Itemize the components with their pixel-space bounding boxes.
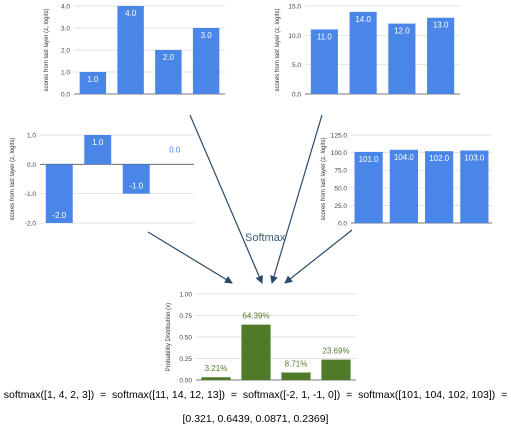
bar xyxy=(321,359,351,380)
bar-value-label: 3.0 xyxy=(201,31,213,40)
chart-middle-right: 0.0 25.0 50.0 75.0 100.0 125.0 scores from las… xyxy=(321,133,492,228)
y-axis-label: scores from last layer (z, logits) xyxy=(275,8,281,91)
y-tick-label: 125.0 xyxy=(331,133,348,140)
bar xyxy=(84,135,112,165)
softmax-result-vector: [0.321, 0.6439, 0.0871, 0.2369] xyxy=(182,413,329,425)
bar xyxy=(349,11,377,94)
y-axis-label: scores from last layer (z, logits) xyxy=(10,137,16,220)
y-tick-label: 75.0 xyxy=(334,168,347,175)
y-tick-label: 50.0 xyxy=(334,185,347,192)
bar-value-label: -2.0 xyxy=(52,211,66,220)
y-axis-label: scores from last layer (z, logits) xyxy=(321,137,327,220)
y-tick-label: 100.0 xyxy=(331,150,348,157)
bar xyxy=(354,151,383,223)
y-tick-label: 10.0 xyxy=(288,33,301,40)
bar xyxy=(117,6,144,94)
bar-value-label: 64.39% xyxy=(242,312,269,321)
y-tick-label: 25.0 xyxy=(334,203,347,210)
bar-value-label: -1.0 xyxy=(129,182,143,191)
bar-value-label: 11.0 xyxy=(317,32,333,41)
bar-value-label: 3.21% xyxy=(205,364,228,373)
bar-value-label: 23.69% xyxy=(322,347,349,356)
y-tick-label: 3.0 xyxy=(61,26,70,33)
chart-bottom: 0.00 0.25 0.50 0.75 1.00 Probability Distribu… xyxy=(166,292,356,385)
bar-value-label: 102.0 xyxy=(429,154,450,163)
chart-top-left: 0.0 1.0 2.0 3.0 4.0 scores from last layer (z… xyxy=(44,4,225,99)
bar-value-label: 8.71% xyxy=(285,360,308,369)
bar-value-label: 2.0 xyxy=(163,53,175,62)
y-tick-label: 1.0 xyxy=(27,133,36,140)
y-tick-label: 1.00 xyxy=(179,292,192,299)
bar xyxy=(201,377,231,380)
bar-value-label: 4.0 xyxy=(125,9,137,18)
y-tick-label: 0.0 xyxy=(27,162,36,169)
y-tick-label: 0.0 xyxy=(292,92,301,99)
bar-value-label: 0.0 xyxy=(169,145,181,154)
y-tick-label: 4.0 xyxy=(61,4,70,11)
bar-value-label: 1.0 xyxy=(87,75,99,84)
y-tick-label: -1.0 xyxy=(25,191,37,198)
bar xyxy=(389,149,418,223)
bar xyxy=(45,164,73,223)
bar xyxy=(192,28,220,94)
bar-value-label: 103.0 xyxy=(464,153,485,162)
bar xyxy=(425,151,454,223)
bar xyxy=(310,29,338,94)
y-tick-label: 0.0 xyxy=(338,221,347,228)
arrow-from-middle-left-chart xyxy=(147,231,233,284)
arrow-from-top-right-chart xyxy=(270,114,323,284)
y-tick-label: 15.0 xyxy=(288,4,301,11)
y-tick-label: 0.00 xyxy=(179,378,192,385)
softmax-equation: softmax([1, 4, 2, 3]) = softmax([11, 14,… xyxy=(3,389,508,401)
y-tick-label: 1.0 xyxy=(61,70,70,77)
bar xyxy=(241,324,271,380)
charts-layer: 0.0 1.0 2.0 3.0 4.0 scores from last layer (z… xyxy=(10,4,492,385)
bar-value-label: 104.0 xyxy=(394,153,415,162)
y-tick-label: 2.0 xyxy=(61,48,70,55)
arrows-layer xyxy=(147,114,353,284)
bar xyxy=(155,50,182,94)
y-tick-label: 0.0 xyxy=(61,92,70,99)
arrow-from-middle-right-chart xyxy=(284,229,353,284)
bar-value-label: 1.0 xyxy=(92,138,104,147)
y-axis-label: scores from last layer (z, logits) xyxy=(44,8,50,91)
y-tick-label: -2.0 xyxy=(25,221,37,228)
y-tick-label: 0.25 xyxy=(179,356,192,363)
softmax-label: Softmax xyxy=(245,232,286,244)
bar xyxy=(281,372,311,380)
bar xyxy=(427,17,455,94)
bar-value-label: 13.0 xyxy=(433,21,449,30)
bar-value-label: 14.0 xyxy=(355,15,371,24)
arrow-from-top-left-chart xyxy=(189,114,263,284)
bar xyxy=(122,164,150,194)
y-tick-label: 0.75 xyxy=(179,313,192,320)
y-axis-label: Probability Distribution (x) xyxy=(166,303,172,371)
y-tick-label: 0.50 xyxy=(179,335,192,342)
chart-middle-left: -2.0 -1.0 0.0 1.0 scores from last layer (z,… xyxy=(10,133,194,228)
chart-top-right: 0.0 5.0 10.0 15.0 scores from last layer (z,… xyxy=(275,4,460,99)
bar xyxy=(388,23,416,95)
bar-value-label: 101.0 xyxy=(359,155,380,164)
bar xyxy=(460,150,489,223)
y-tick-label: 5.0 xyxy=(292,62,301,69)
bar-value-label: 12.0 xyxy=(394,27,410,36)
bar xyxy=(79,72,107,94)
